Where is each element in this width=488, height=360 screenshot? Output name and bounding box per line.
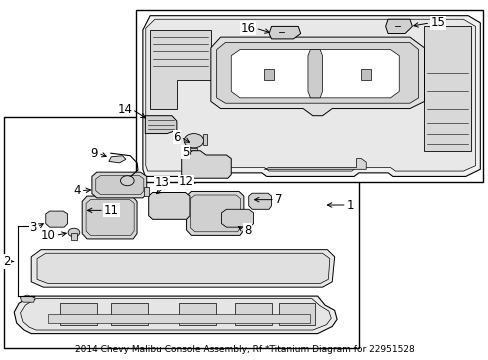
Text: 10: 10 [41,229,55,242]
Bar [60,303,97,325]
Polygon shape [210,37,424,116]
Polygon shape [150,30,210,109]
Bar [71,233,77,240]
Text: 2: 2 [3,255,11,268]
Text: 6: 6 [173,131,181,144]
Bar [278,303,315,325]
Polygon shape [231,50,398,98]
Polygon shape [182,151,231,178]
Bar [424,26,469,152]
Polygon shape [82,196,137,239]
Text: 1: 1 [346,198,354,212]
Circle shape [184,134,203,148]
Bar [202,134,207,145]
Polygon shape [86,200,134,235]
Bar [144,187,149,196]
Polygon shape [92,172,146,198]
Circle shape [121,176,134,186]
Polygon shape [20,295,35,302]
Polygon shape [96,176,143,194]
Bar [48,314,310,323]
Text: 8: 8 [244,224,251,237]
Polygon shape [46,211,67,227]
Bar [235,303,271,325]
Bar [179,303,215,325]
Bar [111,303,147,325]
Polygon shape [31,249,334,287]
Polygon shape [186,192,244,235]
Polygon shape [145,19,474,171]
Polygon shape [385,19,411,33]
Text: 3: 3 [30,221,37,234]
Text: 9: 9 [90,147,98,160]
Polygon shape [109,156,125,163]
Polygon shape [145,116,177,134]
Polygon shape [361,69,370,80]
Polygon shape [37,253,329,284]
Polygon shape [190,195,240,232]
Bar [4,117,358,348]
Polygon shape [307,50,322,98]
Circle shape [68,228,80,237]
Text: 16: 16 [240,22,255,35]
Text: 14: 14 [117,103,132,116]
Text: 4: 4 [73,184,81,197]
Text: 7: 7 [274,193,282,206]
Polygon shape [264,158,366,169]
Polygon shape [216,42,418,103]
Polygon shape [248,193,271,209]
Polygon shape [190,148,197,150]
Polygon shape [264,69,273,80]
Text: 13: 13 [154,176,169,189]
Bar [135,10,482,182]
Text: 2014 Chevy Malibu Console Assembly, Rf *Titanium Diagram for 22951528: 2014 Chevy Malibu Console Assembly, Rf *… [75,345,414,354]
Text: 5: 5 [181,146,189,159]
Polygon shape [268,26,300,39]
Polygon shape [14,296,336,334]
Polygon shape [221,209,253,227]
Polygon shape [20,298,330,330]
Text: 12: 12 [179,175,193,188]
Text: 15: 15 [429,16,444,29]
Polygon shape [142,16,479,176]
Polygon shape [148,193,189,219]
Text: 11: 11 [104,204,119,217]
